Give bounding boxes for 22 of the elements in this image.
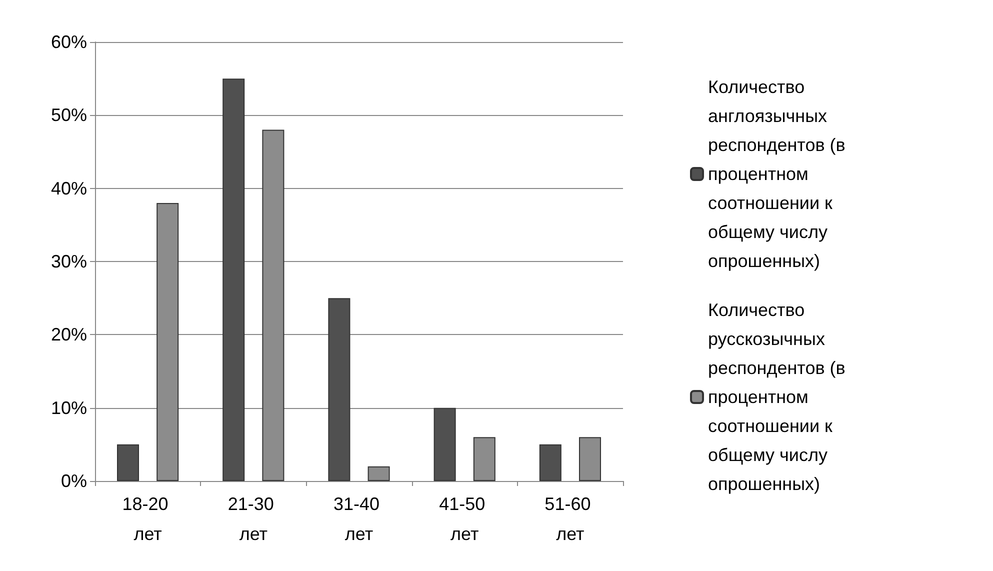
y-tick-label: 0% [60, 471, 87, 491]
y-tick-label: 50% [50, 105, 87, 126]
y-tick-label: 20% [50, 324, 87, 345]
bar [328, 298, 350, 481]
bar [222, 78, 245, 481]
x-tick-label: 31-40 лет [333, 494, 385, 544]
bar [368, 466, 390, 481]
bar [539, 444, 562, 481]
legend-label: Количество русскозычных респондентов (в процентном соотношении к общему числу опрошенных) [708, 300, 850, 494]
x-tick-label: 51-60 лет [544, 494, 596, 544]
bar [117, 444, 139, 481]
y-tick-label: 60% [50, 32, 87, 52]
y-tick-label: 10% [50, 398, 87, 418]
y-tick-label: 40% [50, 178, 87, 198]
x-tick-label: 21-30 лет [228, 494, 279, 544]
bar [434, 408, 456, 481]
bar [579, 437, 601, 481]
x-tick-label: 18-20 лет [122, 494, 174, 544]
legend-label: Количество англоязычных респондентов (в процентном соотношении к общему числу опрошенных) [708, 77, 850, 271]
x-tick-label: 41-50 лет [439, 494, 490, 544]
y-tick-label: 30% [50, 252, 87, 272]
bar [473, 437, 496, 481]
